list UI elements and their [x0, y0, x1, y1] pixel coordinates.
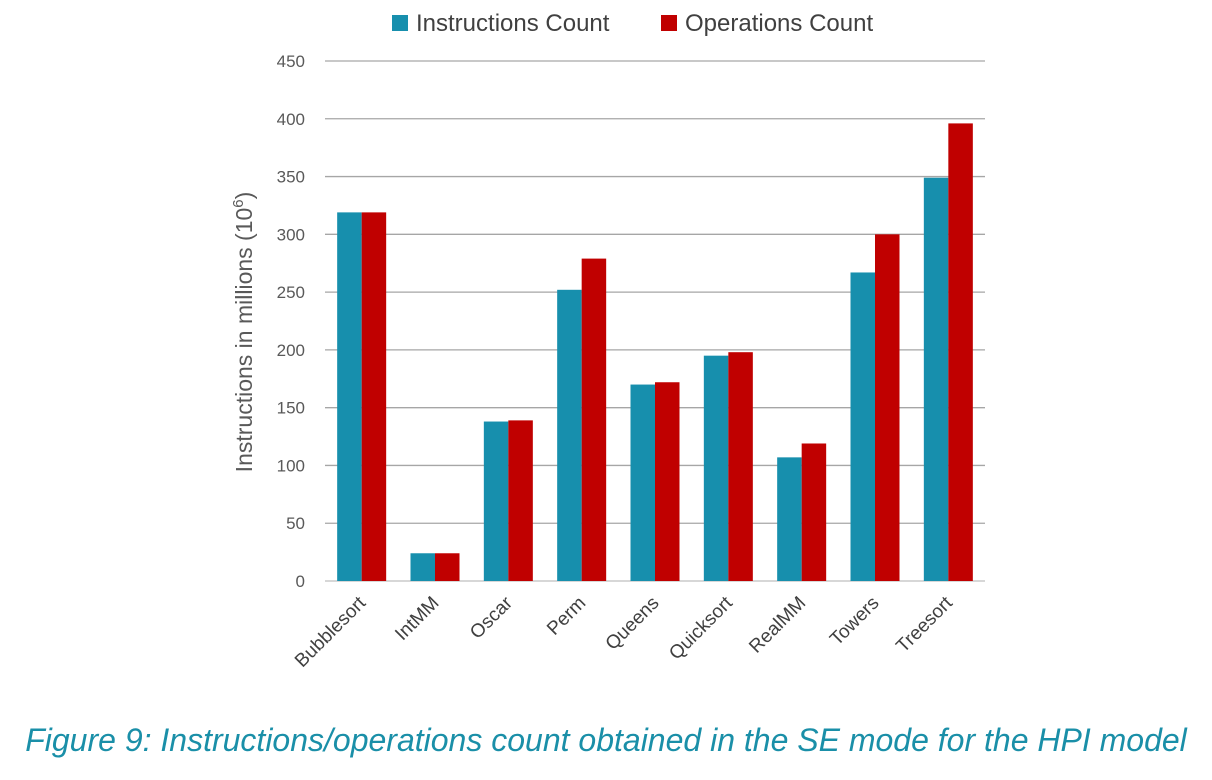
- legend-swatch: [661, 15, 677, 31]
- x-tick-label: Quicksort: [665, 592, 737, 664]
- y-axis-label: Instructions in millions (106): [230, 192, 257, 473]
- bar-chart: 0 50 100 150 200 250 300 350 400 450 Bubblesort In…: [230, 10, 985, 672]
- gridlines: [325, 60, 985, 582]
- bar-operations-bubblesort: [361, 212, 387, 581]
- bar-instructions-quicksort: [703, 355, 729, 581]
- y-tick-label: 200: [277, 341, 305, 360]
- bar-instructions-intmm: [410, 553, 435, 581]
- bar-operations-queens: [655, 382, 680, 581]
- legend-label: Operations Count: [685, 10, 873, 37]
- y-tick-label: 150: [277, 399, 305, 418]
- bar-instructions-queens: [630, 384, 655, 581]
- y-tick-label: 300: [277, 225, 305, 244]
- y-tick-label: 450: [277, 52, 305, 71]
- bar-instructions-bubblesort: [337, 212, 362, 581]
- figure-caption: Figure 9: Instructions/operations count …: [25, 722, 1187, 758]
- y-tick-label: 0: [296, 572, 305, 591]
- bar-instructions-realmm: [777, 457, 802, 581]
- x-tick-label: Queens: [602, 593, 664, 655]
- y-tick-label: 250: [277, 283, 305, 302]
- bar-operations-intmm: [435, 553, 460, 581]
- bar-operations-towers: [875, 234, 900, 582]
- bar-operations-treesort: [948, 123, 973, 582]
- x-tick-label: IntMM: [391, 593, 443, 645]
- y-tick-label: 100: [277, 456, 305, 475]
- bar-operations-realmm: [801, 443, 827, 581]
- bar-operations-quicksort: [728, 352, 753, 581]
- x-axis-labels: Bubblesort IntMM Oscar Perm Queens Quicksort R…: [291, 592, 957, 672]
- bar-instructions-towers: [850, 272, 875, 581]
- legend: Instructions Count Operations Count: [392, 10, 873, 37]
- y-tick-label: 400: [277, 110, 305, 129]
- x-tick-label: RealMM: [745, 593, 810, 658]
- bar-instructions-treesort: [923, 177, 949, 581]
- bar-instructions-perm: [557, 289, 582, 581]
- legend-swatch: [392, 15, 408, 31]
- bar-operations-oscar: [508, 420, 533, 581]
- legend-label: Instructions Count: [416, 10, 610, 37]
- bar-operations-perm: [581, 258, 607, 581]
- bars: [337, 123, 973, 582]
- y-axis-ticks: 0 50 100 150 200 250 300 350 400 450: [277, 52, 305, 591]
- x-tick-label: Bubblesort: [291, 592, 371, 672]
- x-tick-label: Towers: [826, 593, 883, 650]
- bar-instructions-oscar: [483, 421, 509, 581]
- y-tick-label: 50: [286, 514, 305, 533]
- x-tick-label: Perm: [543, 593, 590, 640]
- x-tick-label: Treesort: [892, 592, 957, 657]
- y-tick-label: 350: [277, 168, 305, 187]
- x-tick-label: Oscar: [466, 592, 517, 643]
